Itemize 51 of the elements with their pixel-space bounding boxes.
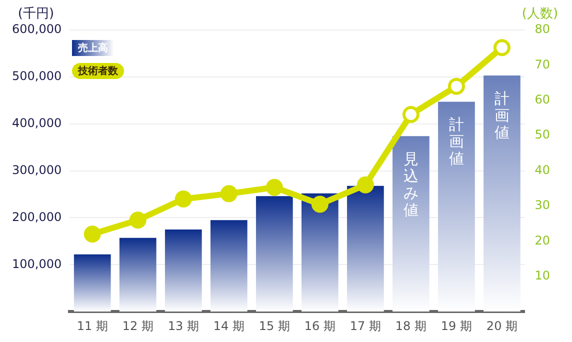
x-tick-label: 16 期 <box>304 318 336 333</box>
y-tick-label: 400,000 <box>12 116 62 130</box>
y2-tick-label: 70 <box>534 57 550 72</box>
annotation: 計画値 <box>448 116 464 168</box>
bar <box>256 196 293 312</box>
text: 売上高 <box>72 40 114 56</box>
x-tick-label: 12 期 <box>122 318 154 333</box>
y2-tick-label: 60 <box>534 92 550 107</box>
x-tick-label: 17 期 <box>350 318 381 333</box>
point <box>402 106 420 123</box>
bar <box>438 102 475 312</box>
bar <box>347 186 384 312</box>
x-tick-label: 19 期 <box>440 318 472 333</box>
point <box>220 185 238 202</box>
text: 技術者数 <box>72 63 124 79</box>
bar <box>119 238 156 312</box>
x-tick-label: 11 期 <box>76 318 108 333</box>
point <box>174 190 192 208</box>
bar <box>164 229 202 312</box>
x-tick-label: 20 期 <box>486 318 518 333</box>
bar <box>74 254 111 312</box>
y2-tick-label: 10 <box>534 268 550 283</box>
y2-tick-label: 50 <box>534 128 550 142</box>
point <box>266 178 283 196</box>
y2-tick-label: 40 <box>534 162 550 177</box>
point <box>84 226 101 243</box>
y2-tick-label: 80 <box>534 22 550 36</box>
y-tick-label: 300,000 <box>12 162 62 177</box>
point <box>129 212 146 229</box>
x-tick-label: 15 期 <box>258 318 290 333</box>
y2-tick-label: 20 <box>534 233 550 248</box>
point <box>493 39 510 56</box>
bar <box>392 136 430 312</box>
point <box>448 78 465 95</box>
x-tick-label: 13 期 <box>168 318 199 333</box>
y2-axis-title: (人数) <box>522 6 558 22</box>
y-tick-label: 200,000 <box>12 210 62 224</box>
point <box>311 196 328 213</box>
x-tick-label: 14 期 <box>213 318 244 333</box>
y2-tick-label: 30 <box>534 198 550 212</box>
y-tick-label: 500,000 <box>12 69 62 84</box>
point <box>356 176 374 194</box>
y-tick-label: 100,000 <box>12 256 62 271</box>
y-tick-label: 600,000 <box>12 22 62 36</box>
bar <box>302 193 338 312</box>
annotation: 計画値 <box>494 89 510 142</box>
y-axis-title: (千円) <box>18 6 54 22</box>
x-tick-label: 18 期 <box>395 318 426 333</box>
annotation: 見込み値 <box>403 150 418 219</box>
bar <box>484 76 520 312</box>
bar <box>210 220 248 312</box>
